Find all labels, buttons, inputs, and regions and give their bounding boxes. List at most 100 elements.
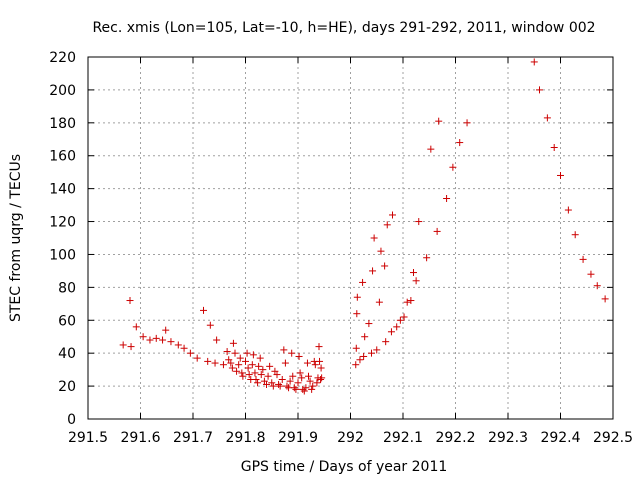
data-point bbox=[557, 171, 564, 179]
data-point bbox=[263, 380, 270, 388]
data-point bbox=[228, 364, 236, 372]
data-point bbox=[377, 247, 385, 255]
chart-title: Rec. xmis (Lon=105, Lat=-10, h=HE), days… bbox=[92, 20, 595, 36]
data-point bbox=[306, 377, 314, 385]
data-point bbox=[294, 379, 302, 387]
data-point bbox=[251, 369, 259, 377]
data-point bbox=[292, 385, 300, 393]
data-point bbox=[308, 385, 316, 393]
data-point bbox=[298, 374, 306, 382]
data-point bbox=[257, 371, 265, 379]
data-point bbox=[146, 336, 154, 344]
data-point bbox=[204, 357, 212, 365]
data-point bbox=[412, 277, 420, 285]
data-point bbox=[119, 341, 127, 349]
data-point bbox=[369, 267, 377, 275]
data-point bbox=[303, 359, 311, 367]
data-point bbox=[249, 351, 257, 359]
data-points bbox=[119, 58, 609, 395]
data-point bbox=[356, 356, 364, 364]
data-point bbox=[127, 343, 135, 351]
data-point bbox=[252, 376, 260, 384]
data-point bbox=[244, 364, 252, 372]
data-point bbox=[423, 254, 431, 262]
data-point bbox=[435, 117, 443, 125]
y-tick-label: 20 bbox=[58, 379, 76, 395]
data-point bbox=[313, 379, 321, 387]
data-point bbox=[536, 86, 543, 94]
data-point bbox=[211, 359, 219, 367]
data-point bbox=[248, 361, 256, 369]
data-point bbox=[373, 346, 381, 354]
data-point bbox=[200, 306, 207, 314]
data-point bbox=[295, 352, 303, 360]
data-point bbox=[433, 227, 441, 235]
data-point bbox=[593, 282, 601, 290]
data-point bbox=[193, 354, 201, 362]
data-point bbox=[254, 379, 262, 387]
data-point bbox=[601, 295, 609, 303]
y-tick-label: 80 bbox=[58, 280, 76, 296]
gridlines bbox=[88, 57, 613, 419]
data-point bbox=[571, 231, 579, 239]
data-point bbox=[315, 343, 323, 351]
y-axis-label: STEC from uqrg / TECUs bbox=[8, 154, 24, 322]
data-point bbox=[318, 374, 326, 382]
data-point bbox=[449, 163, 457, 171]
data-point bbox=[410, 269, 417, 277]
y-tick-label: 100 bbox=[49, 247, 76, 263]
data-point bbox=[162, 326, 170, 334]
data-point bbox=[289, 372, 297, 380]
data-point bbox=[275, 380, 283, 388]
data-point bbox=[243, 349, 251, 357]
data-point bbox=[317, 364, 325, 372]
data-point bbox=[463, 119, 471, 127]
data-point bbox=[530, 58, 538, 66]
data-point bbox=[299, 385, 307, 393]
data-point bbox=[396, 316, 404, 324]
data-point bbox=[159, 336, 167, 344]
data-point bbox=[370, 234, 378, 242]
data-point bbox=[283, 382, 291, 390]
x-tick-labels: 291.5 291.6 291.7 291.8 291.9 292 292.1 292.2 29… bbox=[68, 430, 633, 446]
data-point bbox=[236, 354, 244, 362]
data-point bbox=[245, 371, 253, 379]
data-point bbox=[256, 354, 264, 362]
x-tick-label: 292.5 bbox=[593, 430, 633, 446]
data-point bbox=[206, 321, 214, 329]
x-tick-label: 291.9 bbox=[278, 430, 318, 446]
y-tick-label: 180 bbox=[49, 116, 76, 132]
x-tick-label: 292.1 bbox=[383, 430, 423, 446]
data-point bbox=[407, 297, 415, 305]
data-point bbox=[266, 362, 274, 370]
x-tick-label: 291.6 bbox=[120, 430, 160, 446]
y-tick-label: 220 bbox=[49, 50, 76, 66]
data-point bbox=[550, 144, 558, 151]
data-point bbox=[229, 339, 237, 347]
data-point bbox=[403, 298, 411, 306]
y-tick-label: 140 bbox=[49, 182, 76, 198]
data-point bbox=[264, 372, 272, 380]
data-point bbox=[443, 195, 451, 203]
data-point bbox=[288, 349, 296, 357]
data-point bbox=[389, 211, 396, 219]
data-point bbox=[427, 145, 435, 153]
data-point bbox=[359, 278, 367, 286]
data-point bbox=[383, 221, 391, 229]
data-point bbox=[280, 346, 288, 354]
y-tick-label: 60 bbox=[58, 313, 76, 329]
data-point bbox=[259, 366, 267, 374]
data-point bbox=[360, 352, 368, 360]
data-point bbox=[235, 361, 243, 369]
data-point bbox=[231, 349, 239, 357]
data-point bbox=[353, 310, 361, 318]
data-point bbox=[361, 333, 369, 341]
data-point bbox=[186, 349, 194, 357]
data-point bbox=[233, 367, 241, 375]
data-point bbox=[381, 262, 389, 270]
data-point bbox=[278, 376, 286, 384]
data-point bbox=[281, 359, 289, 367]
data-point bbox=[290, 384, 298, 392]
data-point bbox=[400, 313, 408, 321]
